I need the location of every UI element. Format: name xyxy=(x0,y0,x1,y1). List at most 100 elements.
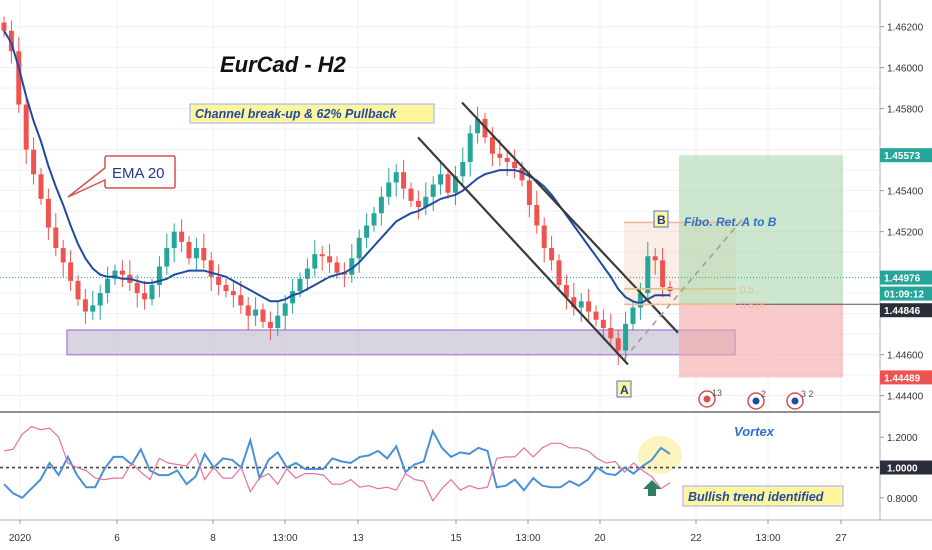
svg-text:2: 2 xyxy=(761,389,766,399)
candle-body xyxy=(16,51,22,105)
time-tick-label: 13:00 xyxy=(272,533,297,544)
candle-body xyxy=(230,291,236,296)
candle-body xyxy=(312,254,318,269)
candle-body xyxy=(142,293,148,300)
candle-body xyxy=(556,260,562,285)
vortex-plus-line xyxy=(3,428,671,500)
candle-body xyxy=(586,301,592,312)
candle-body xyxy=(497,153,503,158)
event-icon: 3 2 xyxy=(786,389,814,410)
vortex-axis[interactable]: 1.2000 1.0000 0.8000 xyxy=(880,433,932,505)
candle-body xyxy=(334,262,340,273)
fibo-label: Fibo. Ret. A to B xyxy=(684,215,777,229)
channel-label-box: Channel break-up & 62% Pullback xyxy=(189,103,435,124)
bullish-label-box: Bullish trend identified xyxy=(682,485,844,507)
fib-trend-line xyxy=(623,216,745,360)
time-axis[interactable]: 2020 6 8 13:00 13 15 13:00 20 22 13:00 27 xyxy=(9,520,847,544)
price-badge xyxy=(880,270,932,285)
time-tick-label: 13:00 xyxy=(755,533,780,544)
point-b-marker: B xyxy=(653,210,669,228)
vortex-tick-label: 0.8000 xyxy=(887,494,918,505)
candle-body xyxy=(31,149,37,175)
stop-zone xyxy=(679,304,843,378)
candle-body xyxy=(82,299,88,312)
candle-body xyxy=(445,174,451,193)
support-zone xyxy=(66,329,736,356)
vortex-title: Vortex xyxy=(734,424,775,439)
candle-body xyxy=(489,137,495,154)
candle-body xyxy=(260,309,266,322)
candle-body xyxy=(53,227,59,249)
candle-body xyxy=(179,231,185,242)
fib-levels: 0 0.5 0.618 xyxy=(624,218,765,311)
reference-badge-label: 1.0000 xyxy=(887,464,918,475)
candle-body xyxy=(164,248,170,267)
price-tick-label: 1.46000 xyxy=(887,64,924,75)
channel-upper-line[interactable] xyxy=(461,101,679,334)
candle-body xyxy=(1,22,7,31)
candle-body xyxy=(186,241,192,259)
price-tick-label: 1.44600 xyxy=(887,351,924,362)
candle-body xyxy=(526,180,532,205)
candle-body xyxy=(386,182,392,197)
candle-body xyxy=(467,133,473,162)
candle-body xyxy=(371,213,377,226)
candle-body xyxy=(475,118,481,134)
time-tick-label: 27 xyxy=(835,533,847,544)
candle-body xyxy=(460,161,466,177)
candle-body xyxy=(201,248,207,261)
price-badge xyxy=(880,148,932,163)
candle-body xyxy=(578,301,584,308)
channel-lower-line[interactable] xyxy=(417,136,629,366)
candle-body xyxy=(401,172,407,189)
point-a-label: A xyxy=(620,383,629,397)
candle-body xyxy=(156,266,162,285)
point-a-marker: A xyxy=(616,380,632,398)
candle-body xyxy=(623,323,629,351)
candles xyxy=(1,16,673,365)
candle-body xyxy=(319,254,325,257)
price-badge-label: 1.45573 xyxy=(884,151,921,162)
candle-body xyxy=(660,260,666,287)
target-zone xyxy=(679,155,843,305)
bullish-label: Bullish trend identified xyxy=(688,490,824,504)
candle-body xyxy=(438,174,444,185)
candle-body xyxy=(23,104,29,150)
candle-body xyxy=(193,248,199,259)
candle-body xyxy=(119,270,125,275)
price-labels: 1.45573 1.44976 01:09:12 1.44846 1.44489 xyxy=(880,148,932,385)
price-tick-label: 1.46200 xyxy=(887,23,924,34)
candle-body xyxy=(45,198,51,228)
time-tick-label: 13 xyxy=(352,533,364,544)
candle-body xyxy=(652,256,658,261)
price-badge-label: 01:09:12 xyxy=(884,290,924,301)
candle-body xyxy=(630,307,636,324)
candle-body xyxy=(38,174,44,199)
ema-callout: EMA 20 xyxy=(67,155,176,198)
candle-body xyxy=(430,184,436,197)
time-tick-label: 15 xyxy=(450,533,462,544)
price-axis[interactable]: 1.46200 1.46000 1.45800 1.45400 1.45200 1.446… xyxy=(880,23,924,403)
candle-body xyxy=(171,231,177,249)
vortex-tick-label: 1.2000 xyxy=(887,433,918,444)
candle-body xyxy=(600,319,606,328)
candle-body xyxy=(245,305,251,316)
candle-body xyxy=(238,295,244,306)
candle-body xyxy=(149,284,155,300)
candle-body xyxy=(637,293,643,308)
price-tick-label: 1.45800 xyxy=(887,105,924,116)
ema-label: EMA 20 xyxy=(112,165,165,182)
candle-body xyxy=(304,268,310,279)
candle-body xyxy=(134,282,140,294)
candle-body xyxy=(519,168,525,181)
candle-body xyxy=(408,188,414,201)
fib-level-label: 0.5 xyxy=(740,285,754,296)
time-tick-label: 13:00 xyxy=(515,533,540,544)
candle-body xyxy=(423,196,429,208)
candle-body xyxy=(8,30,14,52)
candle-body xyxy=(275,315,281,328)
event-icon: 13 xyxy=(698,388,722,408)
candle-body xyxy=(105,278,111,294)
candle-body xyxy=(97,293,103,306)
